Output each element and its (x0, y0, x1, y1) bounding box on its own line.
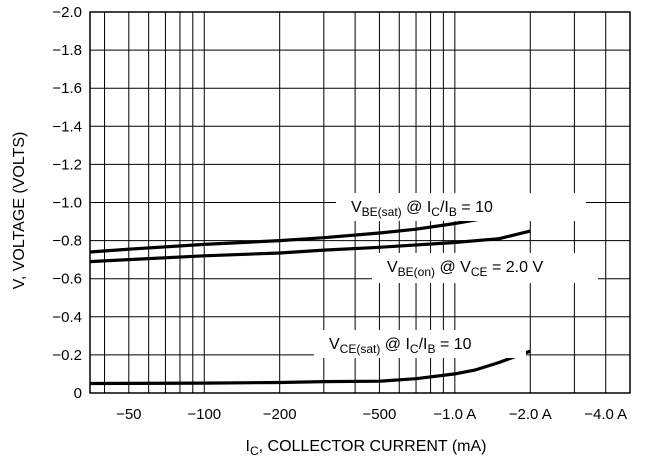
x-tick-label: −200 (263, 406, 297, 423)
y-tick-label: −0.4 (52, 309, 82, 326)
x-tick-label: −500 (363, 406, 397, 423)
x-tick-label: −100 (187, 406, 221, 423)
y-tick-label: −1.4 (52, 118, 82, 135)
x-tick-label: −2.0 A (509, 406, 552, 423)
y-tick-label: −0.2 (52, 347, 82, 364)
y-tick-label: −1.8 (52, 42, 82, 59)
y-tick-label: −1.2 (52, 156, 82, 173)
x-tick-labels: −50 −100 −200 −500 −1.0 A −2.0 A −4.0 A (116, 406, 627, 423)
x-axis-label: IC, COLLECTOR CURRENT (mA) (246, 438, 487, 458)
y-tick-label: 0 (74, 385, 82, 402)
y-axis-label: V, VOLTAGE (VOLTS) (11, 132, 28, 290)
y-tick-labels: −2.0 −1.8 −1.6 −1.4 −1.2 −1.0 −0.8 −0.6 −0.4 −0.2… (52, 4, 82, 402)
y-tick-label: −0.6 (52, 271, 82, 288)
y-tick-label: −2.0 (52, 4, 82, 21)
x-axis-label-sub: C (250, 444, 259, 458)
x-tick-label: −4.0 A (584, 406, 627, 423)
y-tick-label: −1.6 (52, 80, 82, 97)
y-tick-label: −0.8 (52, 233, 82, 250)
x-tick-label: −50 (116, 406, 141, 423)
x-tick-label: −1.0 A (433, 406, 476, 423)
x-axis-label-rest: , COLLECTOR CURRENT (mA) (259, 438, 487, 455)
y-tick-label: −1.0 (52, 195, 82, 212)
